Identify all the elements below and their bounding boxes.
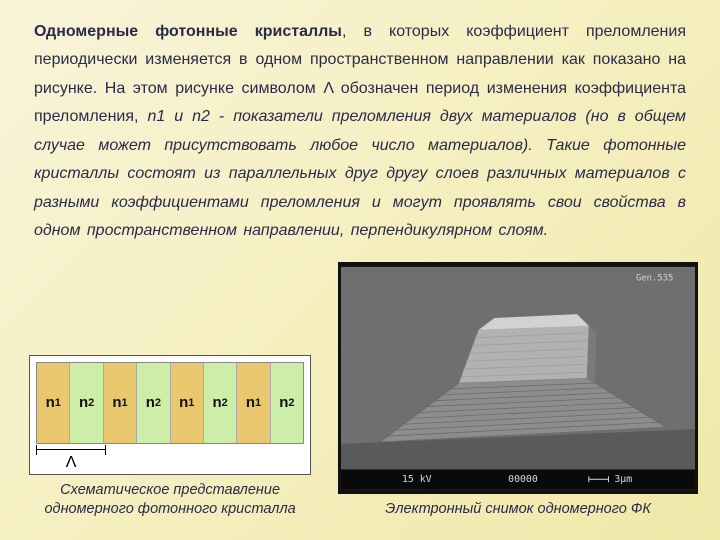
layer-stripes: n1 n2 n1 n2 n1 n2 n1 n2 bbox=[36, 362, 304, 444]
layer-n1: n1 bbox=[237, 363, 270, 443]
body-paragraph: Одномерные фотонные кристаллы, в которых… bbox=[0, 0, 720, 246]
caption-right: Электронный снимок одномерного ФК bbox=[336, 500, 700, 520]
lead-bold: Одномерные фотонные кристаллы bbox=[34, 23, 342, 40]
layer-n2: n2 bbox=[204, 363, 237, 443]
figures-row: n1 n2 n1 n2 n1 n2 n1 n2 Λ Схематическое … bbox=[20, 262, 700, 520]
caption-left-line2: одномерного фотонного кристалла bbox=[44, 501, 295, 517]
figure-sem: Gen.535 bbox=[336, 262, 700, 520]
sem-frame: Gen.535 bbox=[338, 262, 698, 494]
schematic-diagram: n1 n2 n1 n2 n1 n2 n1 n2 Λ bbox=[29, 355, 311, 475]
layer-n2: n2 bbox=[70, 363, 103, 443]
layer-n1: n1 bbox=[37, 363, 70, 443]
sem-image: Gen.535 bbox=[341, 265, 695, 491]
caption-left: Схематическое представление одномерного … bbox=[20, 481, 320, 520]
sem-scale: 3µm bbox=[614, 475, 632, 486]
text-italic: n1 и n2 - показатели преломления двух ма… bbox=[34, 108, 686, 239]
layer-n1: n1 bbox=[171, 363, 204, 443]
period-symbol: Λ bbox=[36, 455, 106, 471]
layer-n2: n2 bbox=[271, 363, 303, 443]
figure-schematic: n1 n2 n1 n2 n1 n2 n1 n2 Λ Схематическое … bbox=[20, 355, 320, 520]
period-line bbox=[36, 445, 106, 455]
layer-n1: n1 bbox=[104, 363, 137, 443]
layer-n2: n2 bbox=[137, 363, 170, 443]
sem-mag: 00000 bbox=[508, 475, 538, 486]
caption-left-line1: Схематическое представление bbox=[60, 482, 280, 498]
sem-kv: 15 kV bbox=[402, 475, 432, 486]
period-marker: Λ bbox=[36, 445, 106, 471]
sem-top-label: Gen.535 bbox=[636, 274, 673, 284]
